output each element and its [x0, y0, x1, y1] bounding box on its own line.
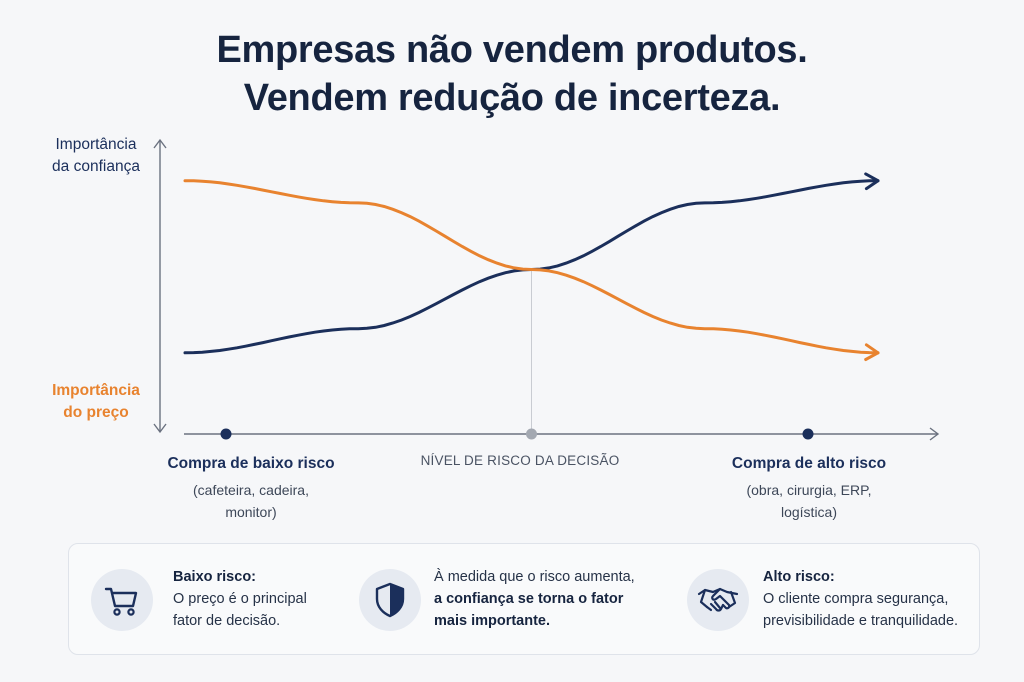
- x-axis-arrow: [929, 427, 940, 441]
- title-line-2: Vendem redução de incerteza.: [243, 77, 781, 119]
- card-rising-risk-bold-1: a confiança se torna o fator: [434, 591, 624, 607]
- series-arrow-trust: [864, 172, 880, 191]
- category-high-risk-title: Compra de alto risco: [731, 455, 887, 472]
- y-label-price-line-1: Importância: [52, 382, 140, 399]
- card-high-risk: Alto risco: O cliente compra segurança, …: [687, 544, 981, 656]
- shield-icon-circle: [359, 569, 421, 631]
- shopping-cart-icon: [104, 587, 138, 616]
- card-low-risk: Baixo risco: O preço é o principal fator…: [69, 544, 359, 656]
- card-low-risk-line-2: fator de decisão.: [173, 613, 281, 629]
- title-line-1: Empresas não vendem produtos.: [216, 29, 808, 71]
- series-line-price: [183, 179, 880, 355]
- handshake-icon-circle: [687, 569, 749, 631]
- page-title: Empresas não vendem produtos. Vendem red…: [0, 26, 1024, 122]
- card-high-risk-text: Alto risco: O cliente compra segurança, …: [763, 566, 958, 632]
- x-axis-marker-3: [802, 428, 814, 440]
- y-axis-arrow-bottom: [153, 423, 167, 434]
- category-low-risk-examples-line-2: monitor): [225, 504, 277, 520]
- category-high-risk-examples-line-2: logística): [780, 504, 838, 520]
- y-label-trust-line-1: Importância: [55, 136, 137, 153]
- category-low-risk-examples: (cafeteira, cadeira, monitor): [141, 479, 361, 523]
- category-high-risk: Compra de alto risco (obra, cirurgia, ER…: [699, 453, 919, 523]
- series-arrow-price: [864, 343, 880, 361]
- handshake-icon: [697, 587, 739, 612]
- y-label-trust: Importância da confiança: [36, 134, 156, 178]
- y-label-price-line-2: do preço: [63, 404, 129, 421]
- y-axis-arrow-top: [153, 138, 167, 149]
- category-low-risk-examples-line-1: (cafeteira, cadeira,: [193, 482, 309, 498]
- category-high-risk-examples-line-1: (obra, cirurgia, ERP,: [746, 482, 872, 498]
- card-rising-risk-line-1: À medida que o risco aumenta,: [434, 569, 635, 585]
- card-high-risk-line-1: O cliente compra segurança,: [763, 591, 949, 607]
- card-rising-risk-text: À medida que o risco aumenta, a confianç…: [434, 566, 635, 632]
- y-label-price: Importância do preço: [36, 380, 156, 424]
- cart-icon-circle: [91, 569, 153, 631]
- category-high-risk-examples: (obra, cirurgia, ERP, logística): [699, 479, 919, 523]
- x-axis-title: NÍVEL DE RISCO DA DECISÃO: [420, 453, 620, 468]
- category-low-risk: Compra de baixo risco (cafeteira, cadeir…: [141, 453, 361, 523]
- risk-chart: [153, 138, 940, 441]
- x-axis-marker-2: [526, 428, 537, 440]
- category-low-risk-title: Compra de baixo risco: [167, 455, 335, 472]
- card-high-risk-heading: Alto risco:: [763, 569, 835, 585]
- shield-icon: [375, 582, 405, 618]
- summary-panel: Baixo risco: O preço é o principal fator…: [68, 543, 980, 655]
- y-label-trust-line-2: da confiança: [52, 158, 140, 175]
- card-low-risk-line-1: O preço é o principal: [173, 591, 307, 607]
- x-axis-marker-1: [220, 428, 232, 440]
- card-low-risk-text: Baixo risco: O preço é o principal fator…: [173, 566, 307, 632]
- card-rising-risk-bold-2: mais importante.: [434, 613, 551, 629]
- card-low-risk-heading: Baixo risco:: [173, 569, 256, 585]
- card-rising-risk: À medida que o risco aumenta, a confianç…: [359, 544, 679, 656]
- card-high-risk-line-2: previsibilidade e tranquilidade.: [763, 613, 959, 629]
